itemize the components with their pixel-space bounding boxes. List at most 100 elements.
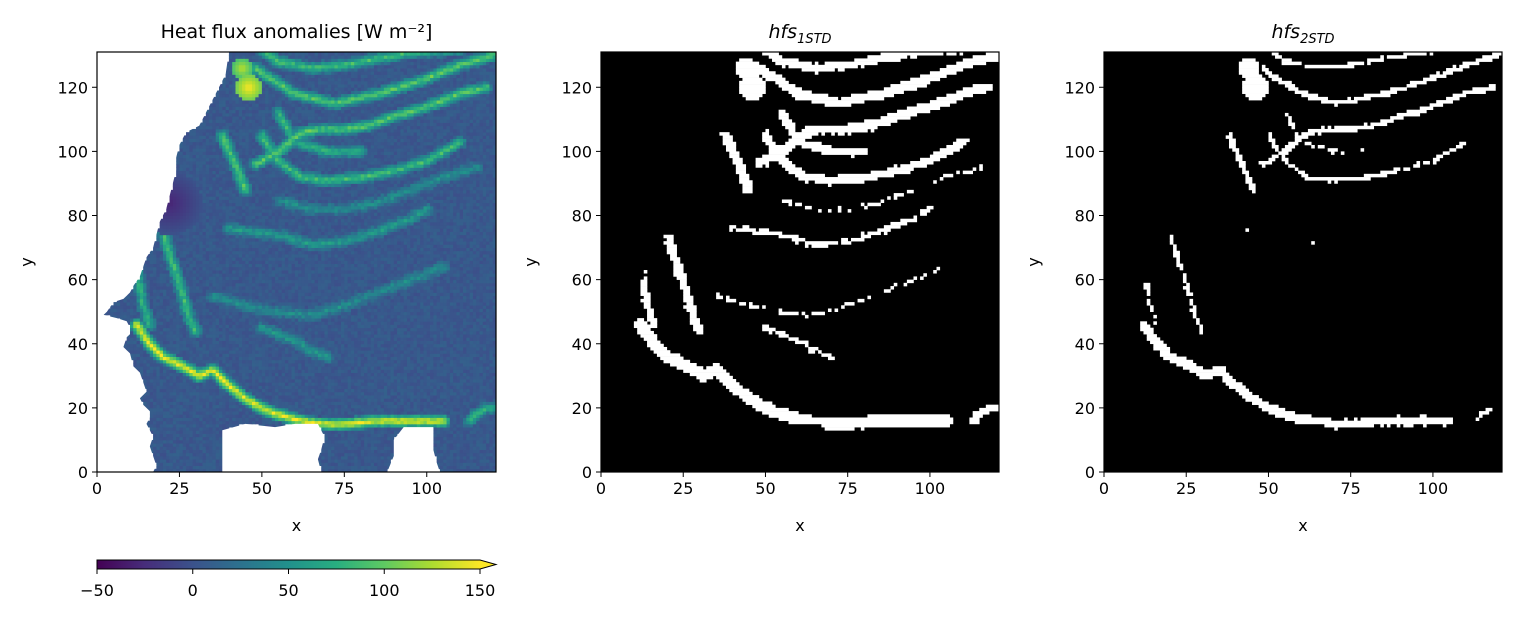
heatmap-cell	[317, 330, 322, 335]
heatmap-cell	[205, 305, 210, 309]
heatmap-cell	[179, 350, 184, 354]
heatmap-cell	[179, 321, 184, 325]
heatmap-cell	[136, 350, 141, 354]
heatmap-cell	[209, 366, 213, 370]
heatmap-cell	[373, 417, 378, 422]
heatmap-cell	[156, 433, 161, 438]
heatmap-cell	[182, 308, 187, 313]
heatmap-cell	[324, 427, 329, 431]
heatmap-cell	[275, 305, 279, 309]
heatmap-cell	[179, 314, 184, 319]
heatmap-cell	[406, 379, 411, 383]
heatmap-cell	[449, 465, 454, 470]
heatmap-cell	[182, 379, 187, 383]
heatmap-cell	[139, 321, 144, 325]
heatmap-cell	[195, 356, 200, 361]
heatmap-cell	[215, 468, 220, 472]
heatmap-cell	[186, 433, 190, 438]
heatmap-cell	[347, 337, 352, 341]
heatmap-cell	[463, 337, 467, 341]
heatmap-cell	[169, 337, 174, 341]
heatmap-cell	[153, 414, 157, 418]
heatmap-cell	[195, 366, 200, 370]
heatmap-cell	[189, 359, 194, 364]
heatmap-cell	[139, 359, 144, 364]
heatmap-cell	[413, 385, 418, 390]
heatmap-cell	[443, 343, 447, 348]
heatmap-cell	[463, 443, 467, 447]
heatmap-cell	[186, 430, 190, 434]
heatmap-cell	[489, 452, 494, 457]
heatmap-cell	[383, 346, 388, 351]
heatmap-cell	[436, 455, 441, 460]
heatmap-cell	[202, 391, 207, 396]
heatmap-cell	[357, 353, 362, 357]
heatmap-cell	[364, 398, 368, 402]
heatmap-cell	[228, 411, 233, 415]
heatmap-cell	[453, 407, 457, 412]
heatmap-cell	[334, 439, 339, 444]
heatmap-cell	[459, 417, 464, 422]
heatmap-cell	[317, 379, 322, 383]
heatmap-cell	[430, 311, 434, 316]
heatmap-cell	[245, 369, 250, 374]
heatmap-cell	[364, 334, 368, 338]
heatmap-cell	[235, 350, 240, 354]
heatmap-cell	[446, 318, 451, 322]
heatmap-cell	[195, 433, 200, 438]
heatmap-cell	[258, 382, 263, 386]
heatmap-cell	[281, 366, 286, 370]
heatmap-cell	[383, 324, 388, 329]
heatmap-cell	[472, 462, 477, 466]
heatmap-cell	[367, 324, 372, 329]
heatmap-cell	[482, 369, 487, 374]
heatmap-cell	[225, 417, 230, 422]
heatmap-cell	[469, 436, 474, 441]
heatmap-cell	[436, 459, 441, 463]
heatmap-cell	[143, 391, 147, 396]
heatmap-cell	[449, 452, 454, 457]
heatmap-cell	[423, 411, 428, 415]
heatmap-cell	[469, 446, 474, 450]
heatmap-cell	[317, 318, 322, 322]
heatmap-cell	[476, 446, 480, 450]
heatmap-cell	[459, 404, 464, 409]
heatmap-cell	[242, 401, 246, 406]
heatmap-cell	[350, 308, 355, 313]
heatmap-cell	[238, 401, 243, 406]
heatmap-cell	[228, 391, 233, 396]
heatmap-cell	[258, 385, 263, 390]
heatmap-cell	[459, 468, 464, 472]
heatmap-cell	[344, 411, 349, 415]
heatmap-cell	[482, 411, 487, 415]
heatmap-cell	[357, 321, 362, 325]
heatmap-cell	[370, 362, 375, 367]
heatmap-cell	[212, 436, 217, 441]
heatmap-cell	[387, 330, 391, 335]
heatmap-cell	[413, 337, 418, 341]
heatmap-cell	[169, 318, 174, 322]
heatmap-cell	[212, 401, 217, 406]
heatmap-cell	[436, 369, 441, 374]
heatmap-cell	[275, 346, 279, 351]
heatmap-cell	[347, 462, 352, 466]
heatmap-cell	[406, 321, 411, 325]
heatmap-cell	[439, 411, 444, 415]
heatmap-cell	[219, 427, 223, 431]
heatmap-cell	[350, 318, 355, 322]
heatmap-cell	[311, 350, 316, 354]
heatmap-cell	[192, 375, 197, 380]
heatmap-cell	[242, 411, 246, 415]
heatmap-cell	[222, 427, 227, 431]
heatmap-cell	[466, 330, 471, 335]
heatmap-cell	[202, 407, 207, 412]
heatmap-cell	[439, 404, 444, 409]
heatmap-cell	[235, 369, 240, 374]
heatmap-cell	[479, 314, 484, 319]
heatmap-cell	[212, 449, 217, 454]
heatmap-cell	[301, 356, 306, 361]
heatmap-cell	[416, 311, 421, 316]
heatmap-cell	[433, 443, 438, 447]
heatmap-cell	[149, 327, 154, 332]
heatmap-cell	[281, 404, 286, 409]
